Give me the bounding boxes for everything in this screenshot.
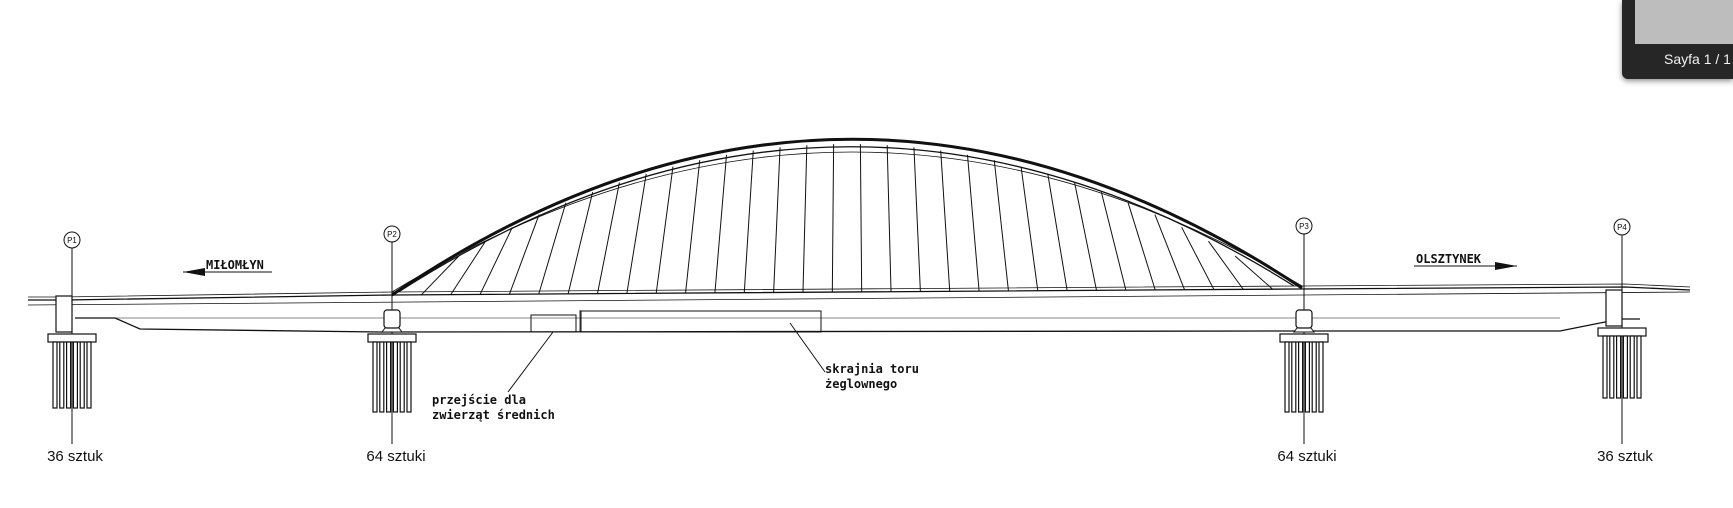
- animal-crossing-label-1: przejście dla: [432, 393, 526, 407]
- pier-label: P1: [67, 236, 77, 245]
- navigation-clearance-label-2: żeglownego: [825, 377, 897, 391]
- direction-arrow-left: MIŁOMŁYN: [183, 258, 272, 276]
- pile: [65, 341, 72, 409]
- pier-p3: P3 64 sztuki: [1277, 217, 1337, 465]
- page-preview-badge[interactable]: Sayfa 1 / 1: [1622, 0, 1733, 79]
- hanger: [913, 147, 921, 292]
- bridge-deck: [27, 283, 1691, 333]
- page-thumbnail[interactable]: [1635, 0, 1733, 44]
- pier-p4: P4 36 sztuk: [1597, 218, 1653, 465]
- pile-count-label: 64 sztuki: [366, 448, 425, 465]
- animal-crossing-leader: [507, 331, 554, 393]
- animal-crossing-box: [530, 314, 577, 333]
- pile: [1291, 341, 1297, 413]
- pile: [406, 341, 412, 413]
- pier-label-circle: [1295, 217, 1313, 235]
- hanger: [1181, 227, 1215, 290]
- pile: [1297, 341, 1304, 413]
- pile: [72, 341, 79, 409]
- hanger: [1208, 240, 1244, 290]
- navigation-clearance-box: [580, 310, 822, 333]
- pile: [59, 341, 65, 409]
- pile: [79, 341, 85, 409]
- pier-label: P2: [387, 230, 397, 239]
- pile-cap: [47, 333, 97, 343]
- pier-p1: P1 36 sztuk: [47, 231, 103, 465]
- hangers: [420, 144, 1273, 296]
- pile: [52, 341, 58, 409]
- hanger: [940, 150, 951, 292]
- pile: [86, 341, 92, 409]
- direction-label-left: MIŁOMŁYN: [206, 258, 264, 272]
- hanger: [479, 227, 513, 295]
- pile: [392, 341, 398, 413]
- direction-arrow-right: OLSZTYNEK: [1414, 252, 1517, 270]
- pile-cap: [1279, 333, 1329, 343]
- hanger: [1047, 173, 1068, 291]
- navigation-clearance-label-1: skrajnia toru: [825, 362, 919, 376]
- navigation-clearance-leader: [789, 322, 826, 373]
- pile: [386, 341, 392, 413]
- pier-label: P4: [1617, 223, 1627, 232]
- abutment-wall: [55, 295, 73, 333]
- hanger: [714, 154, 728, 293]
- pile: [1318, 341, 1324, 413]
- arch: [391, 137, 1303, 297]
- bearing: [383, 309, 401, 329]
- pile: [1609, 335, 1615, 399]
- pile: [1602, 335, 1608, 399]
- hanger: [450, 240, 486, 295]
- pile: [1629, 335, 1635, 399]
- pile: [399, 341, 405, 413]
- hanger: [966, 154, 980, 292]
- hanger: [743, 150, 754, 293]
- pile: [1615, 335, 1622, 399]
- piers: P1 36 sztuk P2 64 sztuki P3 64 sztuki P4 36 szt…: [47, 217, 1653, 465]
- hanger: [508, 214, 540, 295]
- hanger: [802, 145, 808, 293]
- hanger: [626, 173, 647, 294]
- pile: [1311, 341, 1317, 413]
- abutment-wall: [1605, 289, 1623, 327]
- hanger: [655, 166, 674, 294]
- pier-label-circle: [1613, 218, 1631, 236]
- hanger: [567, 192, 594, 294]
- hanger: [831, 144, 835, 293]
- hanger: [1020, 166, 1039, 291]
- pile: [372, 341, 378, 413]
- pile-cap: [367, 333, 417, 343]
- pile: [1284, 341, 1290, 413]
- direction-label-right: OLSZTYNEK: [1416, 252, 1482, 266]
- hanger: [685, 160, 701, 294]
- pile: [1622, 335, 1629, 399]
- pier-p2: P2 64 sztuki: [366, 225, 426, 465]
- animal-crossing-label-2: zwierząt średnich: [432, 408, 555, 422]
- hanger: [1154, 214, 1186, 290]
- hanger: [886, 145, 892, 292]
- pile: [1304, 341, 1311, 413]
- pier-label-circle: [383, 225, 401, 243]
- hanger: [538, 202, 567, 295]
- hanger: [1234, 255, 1273, 290]
- page-indicator: Sayfa 1 / 1: [1664, 51, 1731, 67]
- hanger: [420, 255, 460, 296]
- hanger: [773, 147, 781, 293]
- hanger: [1100, 192, 1127, 291]
- pile-count-label: 36 sztuk: [1597, 448, 1653, 465]
- hanger: [993, 160, 1009, 291]
- pile: [1636, 335, 1642, 399]
- pier-label: P3: [1299, 222, 1309, 231]
- pile-count-label: 36 sztuk: [47, 448, 103, 465]
- pile-cap: [1597, 327, 1647, 337]
- pier-label-circle: [63, 231, 81, 249]
- hanger: [1074, 182, 1098, 291]
- hanger: [859, 144, 863, 292]
- hanger: [1127, 202, 1156, 291]
- pile: [379, 341, 385, 413]
- bearing: [1295, 309, 1313, 329]
- pile-count-label: 64 sztuki: [1277, 448, 1336, 465]
- hanger: [596, 182, 620, 294]
